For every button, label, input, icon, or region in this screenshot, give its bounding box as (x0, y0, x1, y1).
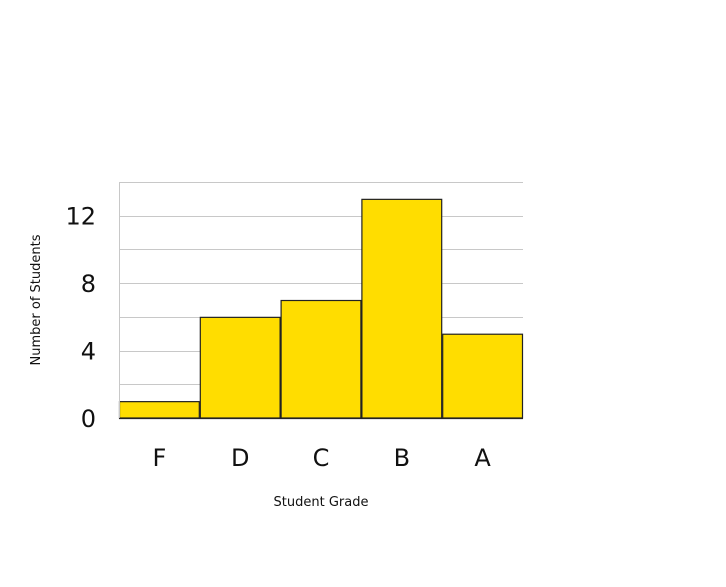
x-tick-label: C (313, 444, 330, 472)
bar-b (361, 198, 443, 419)
y-tick-label: 8 (81, 270, 96, 298)
y-tick-labels: 0 4 8 12 (65, 203, 96, 433)
bar-f (118, 401, 200, 419)
bars (118, 198, 524, 419)
bar-a (442, 333, 524, 419)
axes (119, 182, 523, 420)
x-axis-label: Student Grade (274, 495, 369, 510)
x-tick-label: B (394, 444, 410, 472)
y-axis-label: Number of Students (29, 234, 44, 365)
bar-c (280, 299, 362, 419)
x-tick-label: D (231, 444, 249, 472)
y-tick-label: 12 (65, 203, 96, 231)
bar-d (199, 316, 281, 419)
x-tick-label: A (474, 444, 491, 472)
x-tick-label: F (152, 444, 166, 472)
y-tick-label: 4 (81, 338, 96, 366)
y-tick-label: 0 (81, 405, 96, 433)
